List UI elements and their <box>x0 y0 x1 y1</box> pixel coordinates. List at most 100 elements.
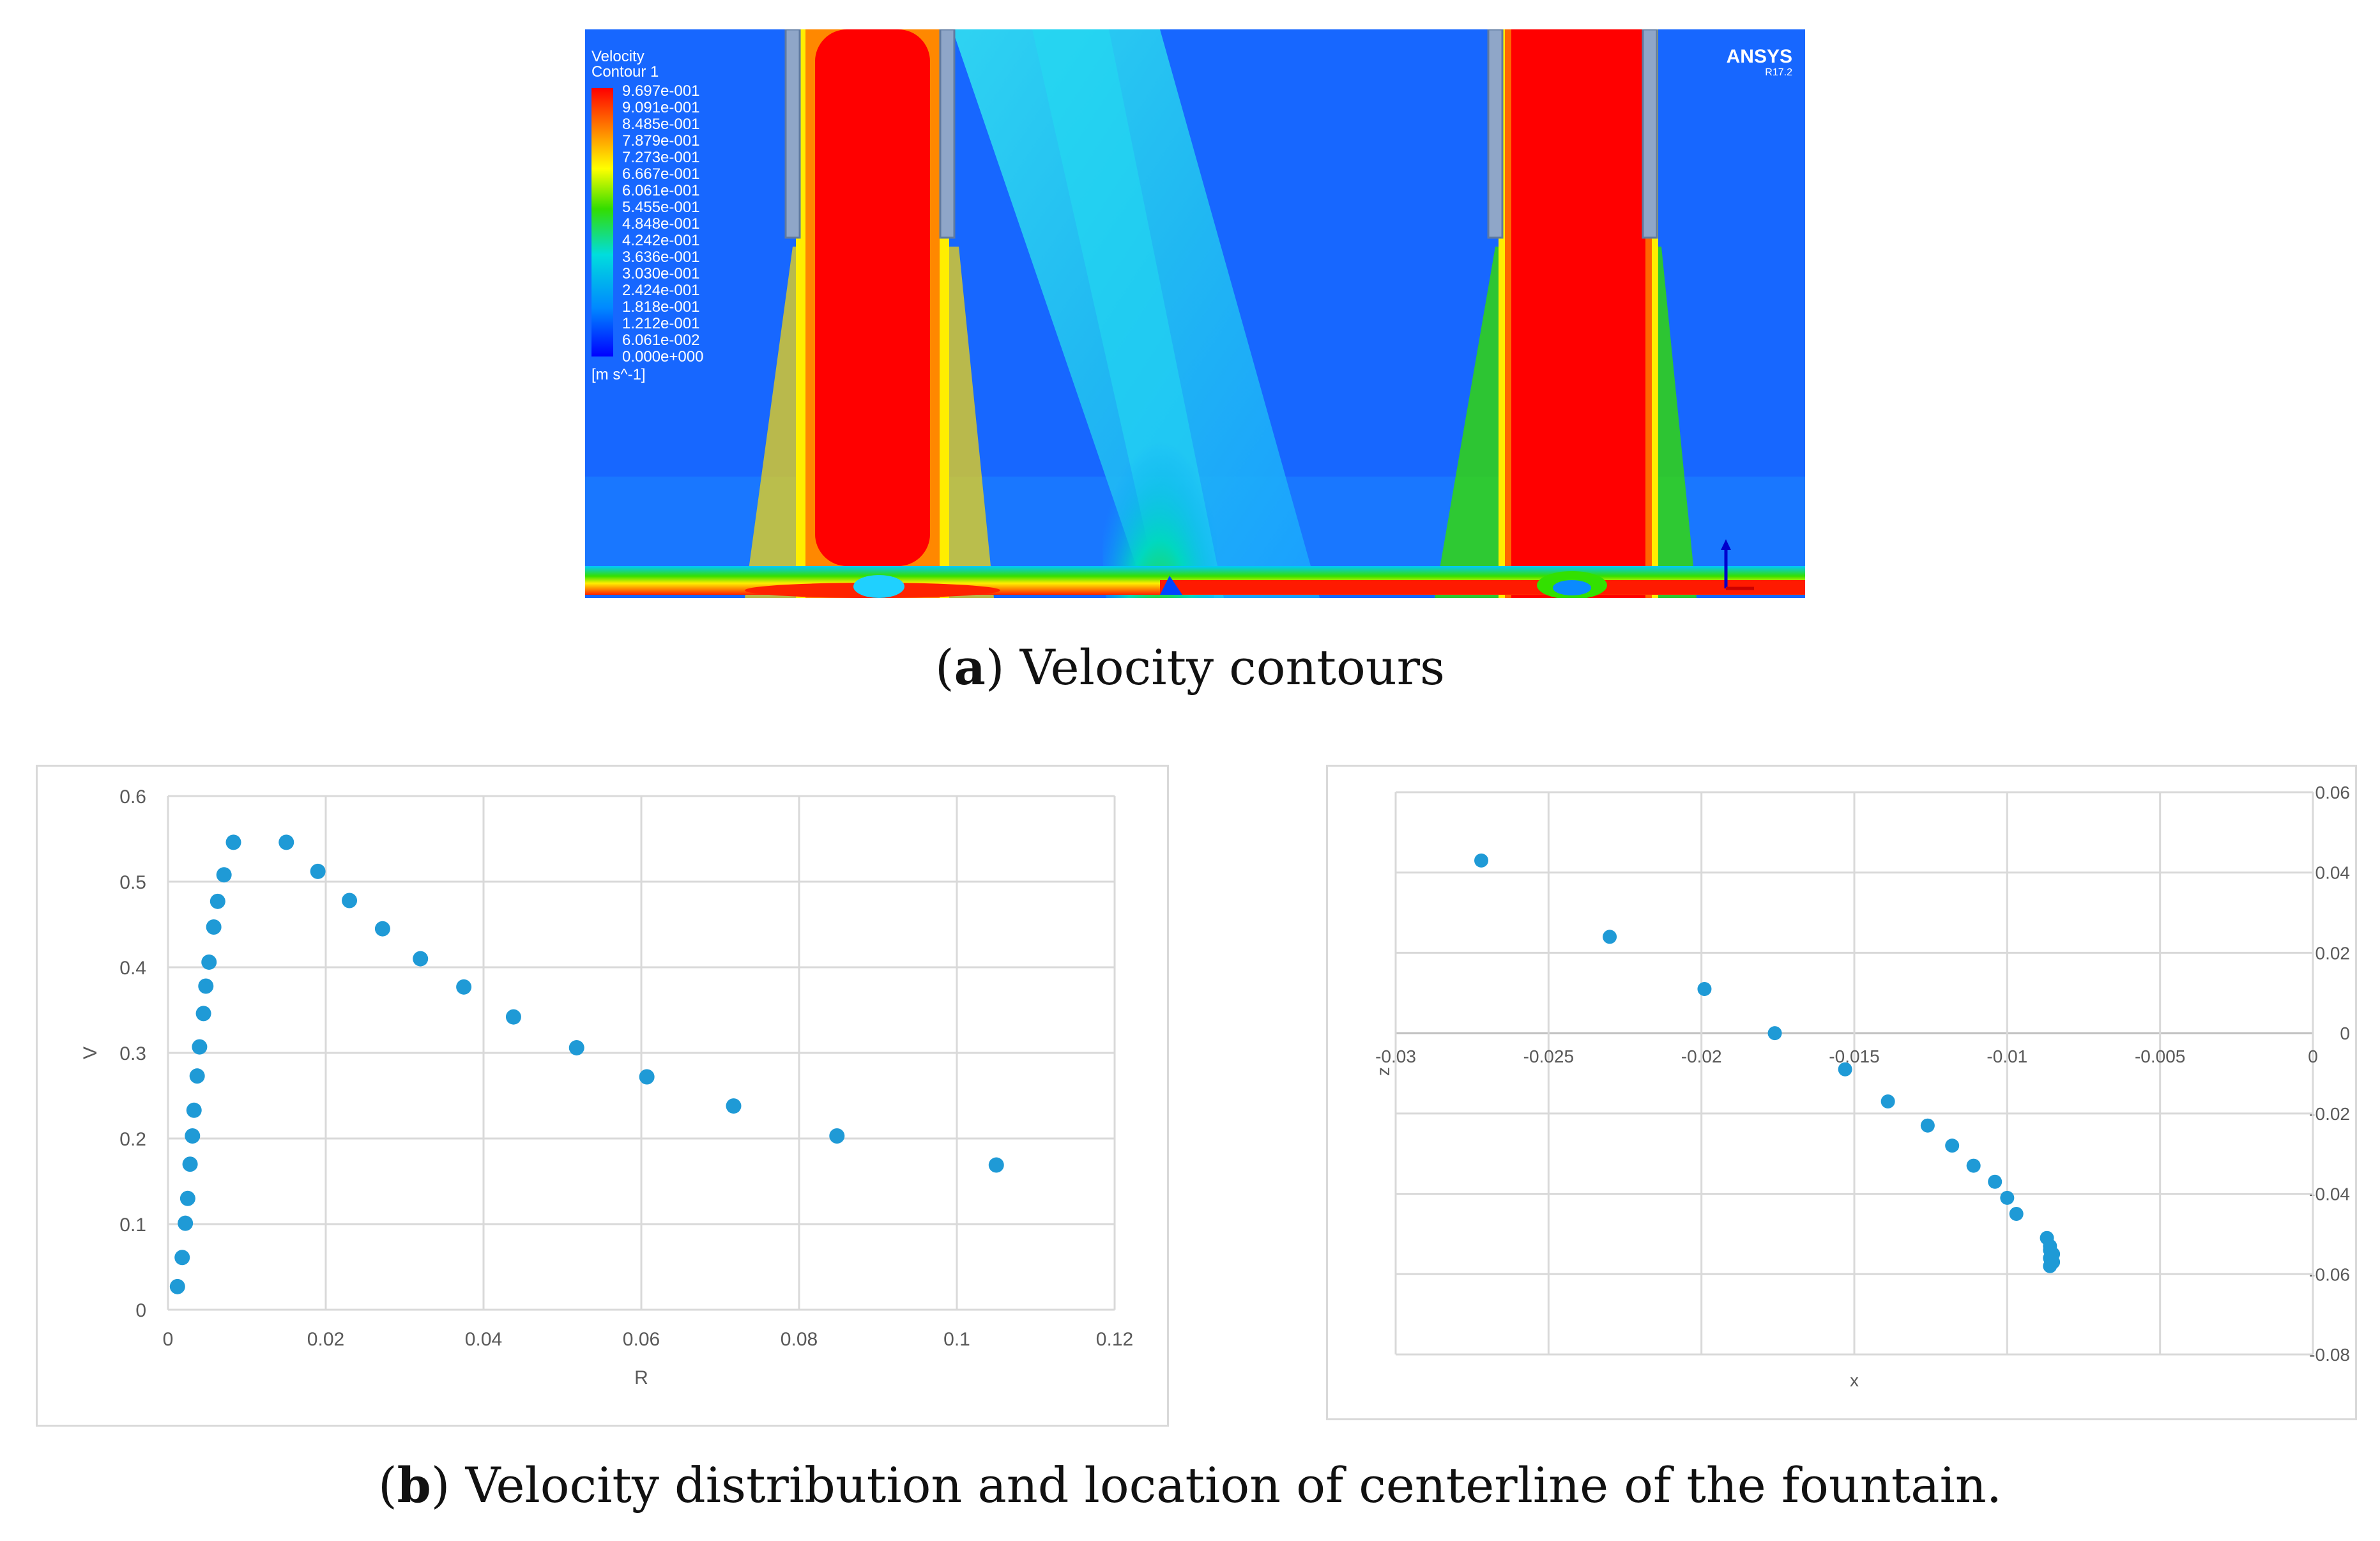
legend-title: Velocity <box>591 48 645 65</box>
data-point <box>413 951 429 967</box>
data-point <box>726 1098 742 1114</box>
legend-value-label: 6.061e-002 <box>622 332 699 349</box>
data-point <box>374 921 390 937</box>
x-axis-label: x <box>1850 1370 1859 1390</box>
data-point <box>1838 1062 1852 1077</box>
legend-value-label: 1.818e-001 <box>622 298 699 316</box>
data-point <box>174 1250 190 1266</box>
data-point <box>210 893 225 909</box>
legend-value-label: 7.879e-001 <box>622 132 699 150</box>
velocity-chart-svg: 0 0.1 0.2 0.3 0.4 0.5 0.6 0 0.02 0.04 0.06 0.08 0.1 0… <box>80 786 1133 1388</box>
y-tick-label: 0.1 <box>119 1215 146 1236</box>
nozzle-wall <box>784 29 801 239</box>
data-point <box>189 1068 205 1084</box>
data-point <box>505 1009 521 1025</box>
data-point <box>192 1039 208 1055</box>
caption-a-label: a <box>954 639 986 696</box>
data-point <box>342 893 358 908</box>
legend-value-label: 2.424e-001 <box>622 282 699 299</box>
y-tick-label: 0.4 <box>119 958 146 979</box>
centerline-chart-svg: -0.08 -0.06 -0.04 -0.02 0 0.02 0.04 0.06 -0.03 -0… <box>1373 783 2351 1390</box>
data-point <box>1767 1026 1782 1041</box>
y-tick-label: 0 <box>2340 1023 2350 1043</box>
y-tick-label: -0.08 <box>2309 1345 2350 1365</box>
data-point <box>178 1215 194 1231</box>
y-tick-label: -0.02 <box>2309 1104 2350 1124</box>
y-tick-label: 0.2 <box>119 1129 146 1150</box>
y-tick-label: 0.5 <box>119 872 146 893</box>
x-tick-label: -0.025 <box>1523 1046 1574 1066</box>
y-tick-label: 0.02 <box>2315 943 2351 963</box>
data-point <box>1880 1094 1895 1108</box>
legend-value-label: 1.212e-001 <box>622 315 699 332</box>
velocity-distribution-chart: 0 0.1 0.2 0.3 0.4 0.5 0.6 0 0.02 0.04 0.06 0.08 0.1 0… <box>36 765 1169 1427</box>
nozzle-wall <box>1487 29 1504 239</box>
y-tick-label: 0.06 <box>2315 783 2351 802</box>
data-point <box>2000 1190 2015 1205</box>
legend-subtitle: Contour 1 <box>591 63 659 80</box>
data-point <box>639 1069 655 1085</box>
data-point <box>186 1102 202 1118</box>
axis-triad-icon <box>1721 539 1754 590</box>
data-point <box>1920 1118 1935 1133</box>
legend-unit: [m s^-1] <box>591 366 646 383</box>
y-tick-label: 0.04 <box>2315 863 2351 883</box>
caption-a: (a) Velocity contours <box>934 639 1446 696</box>
y-tick-label: -0.06 <box>2309 1264 2350 1284</box>
data-point <box>198 978 214 994</box>
x-tick-label: -0.005 <box>2135 1046 2185 1066</box>
caption-b-text: Velocity distribution and location of ce… <box>450 1457 2002 1514</box>
data-point <box>456 979 472 995</box>
x-tick-label: 0.1 <box>943 1329 970 1350</box>
y-tick-label: 0.3 <box>119 1043 146 1064</box>
data-point <box>179 1190 195 1206</box>
data-point <box>278 834 294 850</box>
contour-svg: Velocity Contour 1 9.697e-0019.091e-0018… <box>585 29 1805 598</box>
data-point <box>988 1157 1004 1173</box>
x-tick-label: 0.06 <box>623 1329 660 1350</box>
legend-value-label: 3.636e-001 <box>622 249 699 266</box>
data-point <box>1603 930 1617 944</box>
data-point <box>195 1006 211 1022</box>
data-point <box>1966 1158 1981 1173</box>
x-tick-label: 0.04 <box>465 1329 502 1350</box>
caption-b: (b) Velocity distribution and location o… <box>378 1457 2002 1514</box>
legend-value-label: 9.091e-001 <box>622 99 699 116</box>
data-point <box>2009 1207 2024 1221</box>
nozzle-wall <box>1642 29 1658 239</box>
data-point <box>2043 1259 2057 1273</box>
legend-value-label: 6.667e-001 <box>622 165 699 183</box>
ansys-logo: ANSYS <box>1727 46 1792 67</box>
centerline-location-chart: -0.08 -0.06 -0.04 -0.02 0 0.02 0.04 0.06 -0.03 -0… <box>1326 765 2357 1420</box>
ansys-version: R17.2 <box>1765 67 1792 78</box>
data-point <box>1988 1174 2002 1189</box>
jet-right <box>1435 29 1697 598</box>
x-tick-label: -0.015 <box>1829 1046 1879 1066</box>
data-point <box>568 1039 584 1055</box>
caption-b-label: b <box>397 1457 431 1514</box>
x-tick-label: 0.12 <box>1096 1329 1133 1350</box>
x-tick-label: 0.08 <box>781 1329 818 1350</box>
y-tick-label: -0.04 <box>2309 1184 2350 1204</box>
legend-colorbar <box>591 88 613 356</box>
legend-value-label: 9.697e-001 <box>622 82 699 100</box>
y-axis-label: V <box>80 1046 101 1059</box>
legend-value-label: 3.030e-001 <box>622 265 699 282</box>
x-tick-label: -0.01 <box>1987 1046 2027 1066</box>
x-tick-label: 0 <box>2308 1046 2318 1066</box>
legend-value-label: 0.000e+000 <box>622 348 703 365</box>
x-axis-label: R <box>634 1367 648 1388</box>
data-point <box>1474 853 1489 868</box>
legend-value-label: 5.455e-001 <box>622 199 699 216</box>
legend-value-label: 6.061e-001 <box>622 182 699 199</box>
x-tick-label: -0.03 <box>1375 1046 1416 1066</box>
data-point <box>206 919 222 935</box>
data-point <box>829 1128 845 1144</box>
y-axis-label: z <box>1373 1067 1393 1076</box>
caption-a-text: Velocity contours <box>1004 639 1446 696</box>
nozzle-wall <box>939 29 956 239</box>
velocity-contour-image: Velocity Contour 1 9.697e-001 9.091e-001 8… <box>585 29 1805 598</box>
data-point <box>225 834 241 850</box>
data-point <box>216 867 232 883</box>
y-tick-label: 0.6 <box>119 786 146 808</box>
